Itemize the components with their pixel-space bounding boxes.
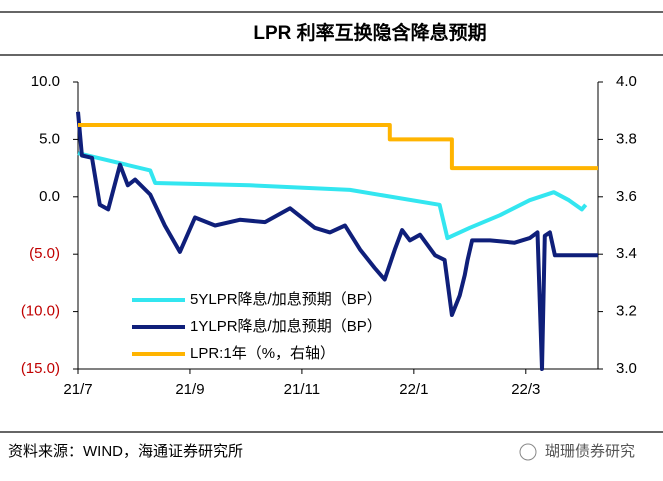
- x-tick-label: 22/3: [511, 381, 540, 398]
- y2-tick-label: 4.0: [616, 73, 637, 90]
- y2-tick-label: 3.6: [616, 188, 637, 205]
- watermark-icon: [519, 443, 537, 461]
- legend-label: 5YLPR降息/加息预期（BP）: [190, 291, 382, 308]
- legend-label: LPR:1年（%，右轴）: [190, 345, 335, 362]
- chart-title: LPR 利率互换隐含降息预期: [253, 21, 486, 44]
- x-tick-label: 21/11: [284, 381, 320, 398]
- x-tick-label: 21/9: [175, 381, 204, 398]
- y2-tick-label: 3.0: [616, 360, 637, 377]
- y-tick-label: 5.0: [39, 130, 60, 147]
- series-line: [77, 151, 588, 241]
- series-line: [76, 111, 598, 371]
- y2-tick-label: 3.8: [616, 130, 637, 147]
- source: 资料来源：WIND，海通证券研究所: [8, 443, 243, 460]
- legend-label: 1YLPR降息/加息预期（BP）: [190, 318, 382, 335]
- y2-tick-label: 3.2: [616, 303, 637, 320]
- x-tick-label: 21/7: [63, 381, 92, 398]
- y-tick-label: (5.0): [29, 245, 60, 262]
- y2-tick-label: 3.4: [616, 245, 637, 262]
- y-tick-label: 0.0: [39, 188, 60, 205]
- series-line: [78, 123, 598, 171]
- x-tick-label: 22/1: [399, 381, 428, 398]
- y-tick-label: (10.0): [21, 303, 60, 320]
- y-tick-label: 10.0: [31, 73, 60, 90]
- y-tick-label: (15.0): [21, 360, 60, 377]
- watermark: 瑚珊债券研究: [545, 443, 635, 460]
